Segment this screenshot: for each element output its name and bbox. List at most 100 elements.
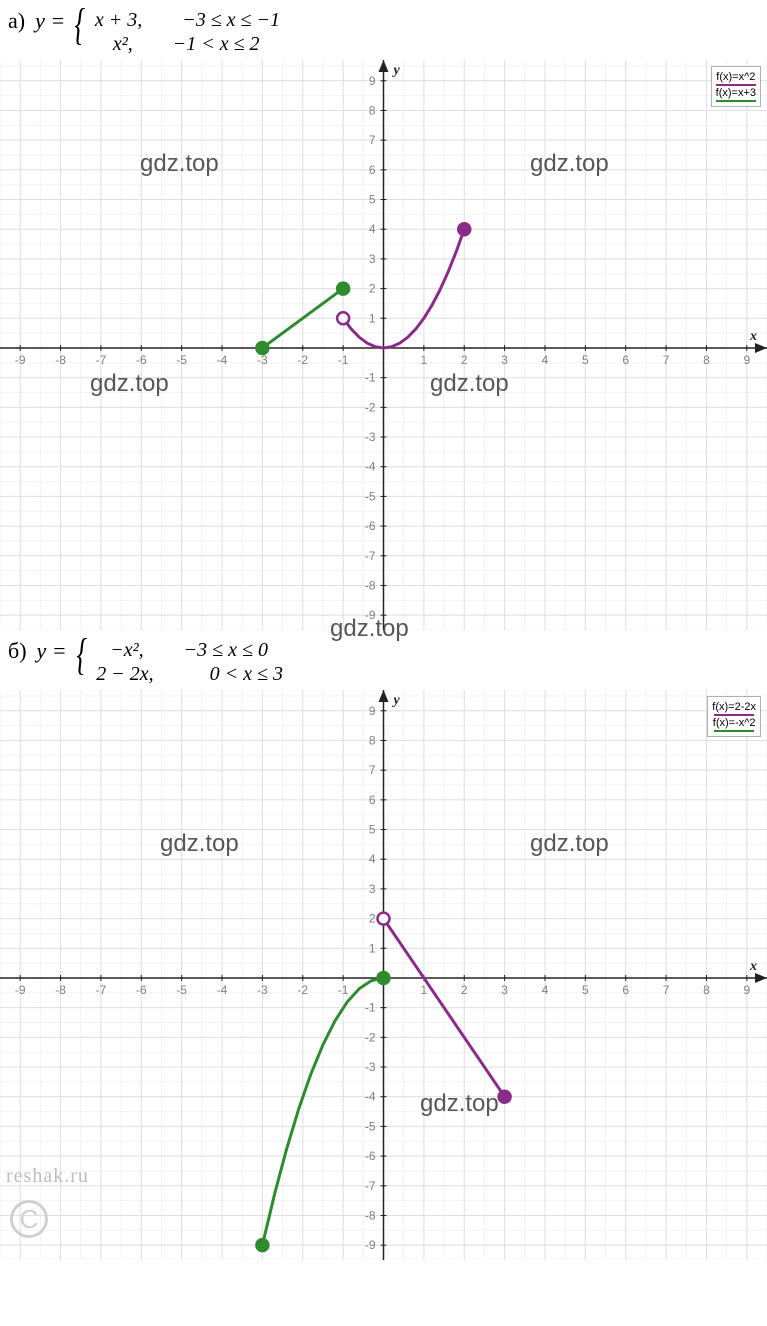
svg-text:-3: -3 xyxy=(365,430,376,444)
tag-b: б) xyxy=(8,638,27,664)
svg-text:8: 8 xyxy=(703,983,710,997)
svg-text:2: 2 xyxy=(461,983,468,997)
chart-a: xy-9-8-7-6-5-4-3-2-1123456789-9-8-7-6-5-… xyxy=(0,60,767,630)
svg-text:-3: -3 xyxy=(257,983,268,997)
svg-text:2: 2 xyxy=(369,912,376,926)
svg-text:-5: -5 xyxy=(176,353,187,367)
svg-text:x: x xyxy=(749,329,757,344)
problem-a-label: а) y = { x + 3, −3 ≤ x ≤ −1 x², −1 < x ≤… xyxy=(0,0,767,60)
svg-text:2: 2 xyxy=(369,282,376,296)
svg-text:7: 7 xyxy=(369,763,376,777)
legend-b: f(x)=2-2x f(x)=-x^2 xyxy=(707,696,761,737)
svg-text:-7: -7 xyxy=(365,1179,376,1193)
chart-a-wrap: xy-9-8-7-6-5-4-3-2-1123456789-9-8-7-6-5-… xyxy=(0,60,767,630)
a-row1-cond: −3 ≤ x ≤ −1 xyxy=(182,8,280,32)
pieces-a: x + 3, −3 ≤ x ≤ −1 x², −1 < x ≤ 2 xyxy=(95,8,280,56)
svg-text:6: 6 xyxy=(622,983,629,997)
svg-text:-8: -8 xyxy=(365,1208,376,1222)
svg-text:-4: -4 xyxy=(365,1090,376,1104)
svg-text:3: 3 xyxy=(501,353,508,367)
copyright-icon: C xyxy=(10,1200,48,1238)
svg-text:7: 7 xyxy=(663,983,670,997)
svg-text:-8: -8 xyxy=(55,353,66,367)
legend-b-item-1: f(x)=-x^2 xyxy=(712,717,756,732)
svg-text:-6: -6 xyxy=(136,983,147,997)
svg-text:-4: -4 xyxy=(365,460,376,474)
svg-text:-1: -1 xyxy=(338,983,349,997)
svg-text:-5: -5 xyxy=(365,489,376,503)
svg-text:-7: -7 xyxy=(96,983,107,997)
svg-text:-3: -3 xyxy=(365,1060,376,1074)
svg-text:-6: -6 xyxy=(365,1149,376,1163)
svg-text:4: 4 xyxy=(369,222,376,236)
svg-text:-8: -8 xyxy=(365,578,376,592)
legend-a-item-1: f(x)=x+3 xyxy=(716,87,756,102)
y-eq-a: y = xyxy=(35,8,65,34)
legend-a-item-0: f(x)=x^2 xyxy=(716,71,756,86)
a-row2-expr: x², xyxy=(95,32,133,56)
svg-text:3: 3 xyxy=(369,252,376,266)
svg-text:3: 3 xyxy=(369,882,376,896)
svg-text:5: 5 xyxy=(369,193,376,207)
reshak-watermark: reshak.ru xyxy=(6,1165,89,1188)
svg-text:2: 2 xyxy=(461,353,468,367)
svg-text:1: 1 xyxy=(369,311,376,325)
chart-b-wrap: xy-9-8-7-6-5-4-3-2-1123456789-9-8-7-6-5-… xyxy=(0,690,767,1260)
svg-text:6: 6 xyxy=(369,163,376,177)
b-row1-cond: −3 ≤ x ≤ 0 xyxy=(184,638,268,662)
legend-b-swatch-0 xyxy=(714,714,754,716)
legend-a-label-1: f(x)=x+3 xyxy=(716,87,756,99)
svg-text:-5: -5 xyxy=(365,1119,376,1133)
svg-text:-8: -8 xyxy=(55,983,66,997)
problem-b-label: б) y = { −x², −3 ≤ x ≤ 0 2 − 2x, 0 < x ≤… xyxy=(0,630,767,690)
svg-text:8: 8 xyxy=(369,103,376,117)
svg-text:1: 1 xyxy=(421,353,428,367)
svg-text:-5: -5 xyxy=(176,983,187,997)
tag-a: а) xyxy=(8,8,25,34)
svg-text:9: 9 xyxy=(743,353,750,367)
legend-a-swatch-0 xyxy=(716,84,756,86)
svg-text:9: 9 xyxy=(369,704,376,718)
svg-text:-7: -7 xyxy=(96,353,107,367)
pieces-b: −x², −3 ≤ x ≤ 0 2 − 2x, 0 < x ≤ 3 xyxy=(96,638,283,686)
b-row2-expr: 2 − 2x, xyxy=(96,662,153,686)
svg-text:5: 5 xyxy=(582,983,589,997)
chart-b: xy-9-8-7-6-5-4-3-2-1123456789-9-8-7-6-5-… xyxy=(0,690,767,1260)
b-row2-cond: 0 < x ≤ 3 xyxy=(194,662,283,686)
svg-text:-4: -4 xyxy=(217,983,228,997)
svg-text:3: 3 xyxy=(501,983,508,997)
svg-text:6: 6 xyxy=(369,793,376,807)
svg-text:7: 7 xyxy=(369,133,376,147)
svg-text:4: 4 xyxy=(542,983,549,997)
svg-text:4: 4 xyxy=(369,852,376,866)
svg-text:9: 9 xyxy=(369,74,376,88)
svg-text:-2: -2 xyxy=(365,1030,376,1044)
svg-text:-9: -9 xyxy=(365,608,376,622)
svg-text:6: 6 xyxy=(622,353,629,367)
legend-b-swatch-1 xyxy=(714,730,754,732)
svg-text:-9: -9 xyxy=(15,983,26,997)
a-row2-cond: −1 < x ≤ 2 xyxy=(173,32,260,56)
svg-text:-1: -1 xyxy=(338,353,349,367)
a-row1-expr: x + 3, xyxy=(95,8,142,32)
svg-text:y: y xyxy=(392,63,401,78)
svg-text:1: 1 xyxy=(369,941,376,955)
brace-b: { xyxy=(76,642,87,668)
svg-text:-6: -6 xyxy=(136,353,147,367)
svg-text:-1: -1 xyxy=(365,371,376,385)
legend-b-item-0: f(x)=2-2x xyxy=(712,701,756,716)
y-eq-b: y = xyxy=(37,638,67,664)
svg-text:-7: -7 xyxy=(365,549,376,563)
svg-text:-2: -2 xyxy=(297,353,308,367)
legend-a-label-0: f(x)=x^2 xyxy=(716,71,755,83)
b-row1-expr: −x², xyxy=(96,638,143,662)
svg-text:1: 1 xyxy=(421,983,428,997)
svg-text:5: 5 xyxy=(369,823,376,837)
legend-b-label-0: f(x)=2-2x xyxy=(712,701,756,713)
svg-text:-9: -9 xyxy=(365,1238,376,1252)
legend-b-label-1: f(x)=-x^2 xyxy=(713,717,756,729)
svg-text:-4: -4 xyxy=(217,353,228,367)
svg-text:-2: -2 xyxy=(365,400,376,414)
legend-a: f(x)=x^2 f(x)=x+3 xyxy=(711,66,761,107)
svg-text:5: 5 xyxy=(582,353,589,367)
